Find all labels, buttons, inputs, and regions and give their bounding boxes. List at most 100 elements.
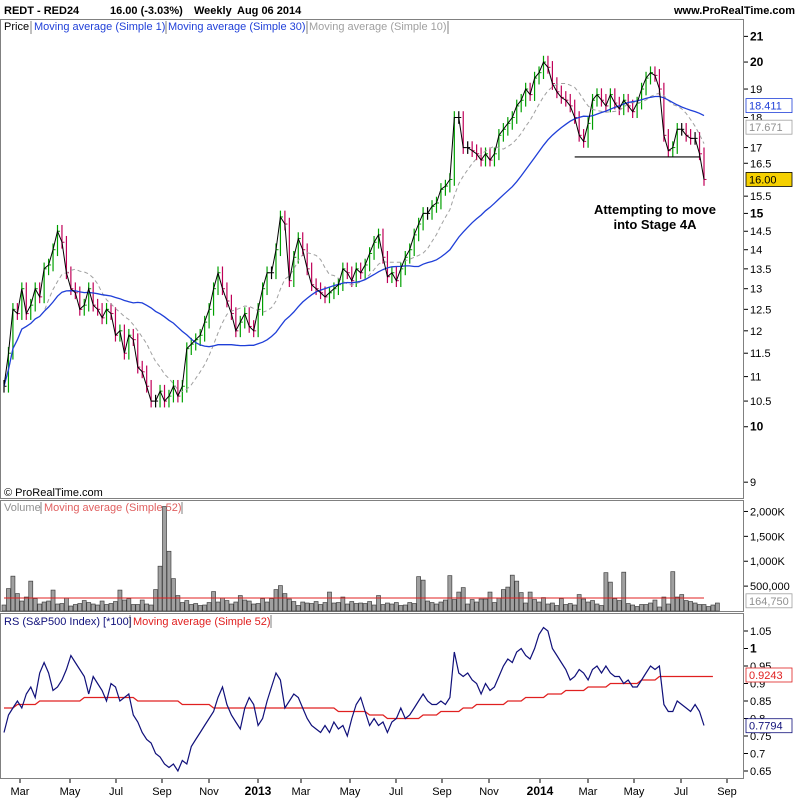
volume-bar: [576, 594, 582, 612]
volume-bar: [139, 599, 145, 612]
rs-last-value: 0.7794: [749, 721, 783, 733]
volume-bar: [166, 550, 172, 612]
volume-bar: [10, 575, 16, 612]
axis-layer: 9 10 10.5 11 11.5 12 12.5 13 13.5 14 14.5 15 15.5 16.…: [4, 21, 793, 798]
volume-legend-item: Moving average (Simple 52): [44, 502, 182, 514]
volume-bar: [688, 601, 693, 612]
volume-bar: [612, 598, 618, 612]
chart-symbol: REDT - RED24: [4, 5, 80, 17]
x-tick-label: May: [60, 786, 81, 798]
x-tick-label: Jul: [109, 786, 123, 798]
x-tick-label: Jul: [389, 786, 403, 798]
volume-bar: [590, 600, 595, 612]
volume-bar: [130, 604, 136, 612]
rs-tick-label: 1.05: [750, 626, 771, 638]
rs-panel-frame: [0, 613, 744, 779]
volume-bar: [451, 599, 457, 612]
volume-bar: [148, 604, 154, 612]
price-panel-frame: [0, 19, 744, 499]
volume-bar: [608, 581, 613, 612]
volume-bar: [41, 601, 47, 612]
price-legend-item: Moving average (Simple 1): [34, 21, 165, 33]
volume-bar: [246, 600, 252, 612]
volume-bar: [64, 597, 69, 612]
volume-bar: [264, 601, 270, 612]
volume-bar: [563, 604, 569, 612]
volume-bar: [469, 599, 475, 612]
x-tick-label: Mar: [579, 786, 598, 798]
volume-bar: [447, 575, 453, 612]
volume-bar: [344, 603, 350, 612]
price-tick-label: 16.5: [750, 158, 771, 170]
volume-bar: [715, 602, 720, 612]
volume-bar: [242, 599, 248, 612]
volume-bar: [117, 589, 123, 612]
ma30-line: [3, 95, 705, 387]
rs-legend-item: Moving average (Simple 52): [133, 616, 271, 628]
volume-bar: [340, 596, 346, 612]
volume-bar: [72, 604, 78, 612]
volume-bar: [527, 591, 533, 612]
x-tick-label: Jul: [674, 786, 688, 798]
volume-bar: [269, 598, 274, 612]
volume-bar: [670, 571, 676, 612]
volume-bar: [567, 603, 573, 612]
volume-bar: [229, 603, 234, 612]
price-legend-item: Moving average (Simple 30): [168, 21, 306, 33]
volume-bar: [171, 578, 176, 612]
volume-bar: [385, 602, 390, 612]
price-tick-label: 11: [750, 372, 761, 384]
volume-bar: [95, 604, 100, 612]
volume-panel-frame: [0, 500, 744, 612]
ma1-line: [3, 61, 705, 403]
volume-bar: [581, 598, 586, 612]
volume-bar: [674, 596, 680, 612]
volume-bar: [113, 601, 118, 612]
volume-bar: [550, 602, 555, 612]
volume-bar: [505, 586, 511, 612]
site-link[interactable]: www.ProRealTime.com: [673, 5, 795, 17]
volume-bar: [692, 602, 698, 612]
volume-bar: [224, 600, 230, 612]
price-tick-label: 9: [750, 477, 756, 489]
volume-bar: [648, 602, 653, 612]
volume-bar: [6, 588, 11, 612]
volume-bar: [184, 600, 190, 612]
price-tick-label: 15: [750, 206, 764, 220]
volume-bar: [55, 603, 60, 612]
price-last-value-box: [745, 172, 793, 187]
volume-bar: [349, 601, 355, 612]
volume-bar: [679, 594, 685, 612]
volume-bar: [634, 606, 640, 612]
x-tick-label: Nov: [479, 786, 499, 798]
volume-bar: [554, 605, 560, 612]
volume-bar: [474, 601, 479, 612]
x-tick-label: Sep: [432, 786, 452, 798]
volume-bar: [255, 603, 261, 612]
volume-bar: [367, 601, 372, 612]
x-tick-label: May: [340, 786, 361, 798]
price-tick-label: 13: [750, 284, 762, 296]
volume-bar: [492, 602, 497, 612]
volume-bar: [643, 604, 649, 612]
x-tick-label: 2014: [527, 784, 554, 798]
volume-bar: [496, 597, 502, 612]
volume-bar: [683, 600, 689, 612]
rs-last-value: 0.9243: [749, 670, 783, 682]
volume-bar: [309, 603, 314, 612]
volume-bar: [501, 589, 506, 612]
volume-bar: [362, 603, 368, 612]
x-tick-label: 2013: [245, 784, 272, 798]
volume-bar: [233, 601, 239, 612]
volume-last-value: 164,750: [749, 596, 789, 608]
volume-bar: [188, 604, 194, 612]
volume-bar: [237, 595, 243, 612]
volume-bar: [162, 506, 167, 612]
volume-bar: [545, 603, 551, 612]
volume-bar: [50, 589, 56, 612]
volume-bar: [616, 600, 622, 612]
volume-bar: [420, 579, 426, 612]
volume-bar: [572, 604, 578, 612]
volume-bar: [358, 602, 364, 612]
